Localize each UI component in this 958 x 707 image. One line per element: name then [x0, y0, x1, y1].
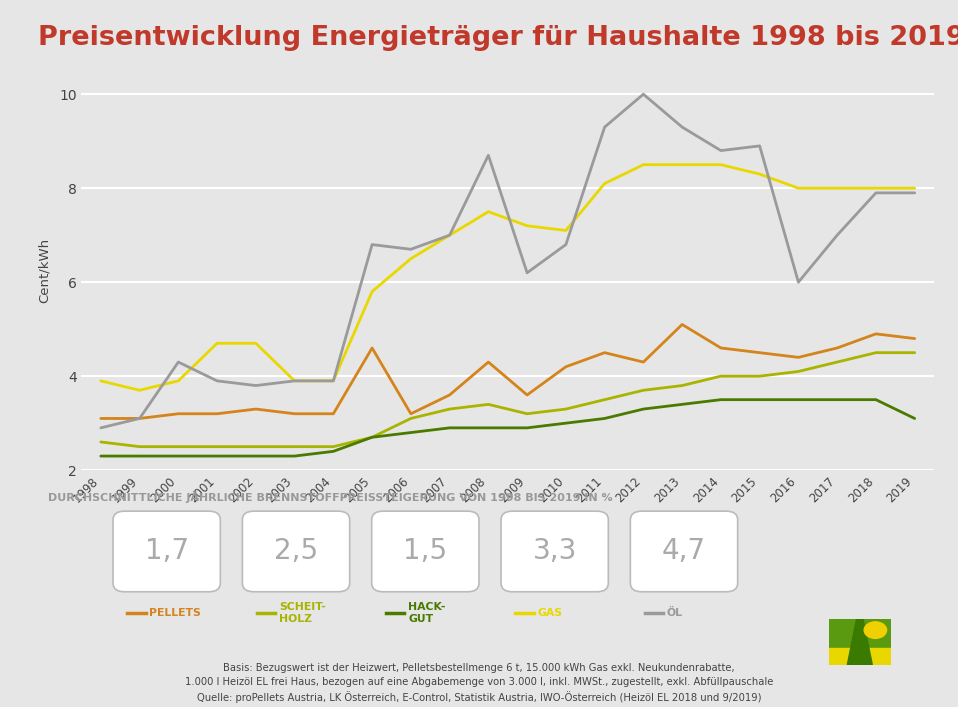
Bar [829, 648, 891, 665]
Text: 1,7: 1,7 [145, 537, 189, 566]
Text: DURCHSCHNITTLICHE JÄHRLICHE BRENNSTOFFPREISSTEIGERUNG VON 1998 BIS 2019 IN %: DURCHSCHNITTLICHE JÄHRLICHE BRENNSTOFFPR… [48, 491, 612, 503]
Text: 2,5: 2,5 [274, 537, 318, 566]
Text: HACK-
GUT: HACK- GUT [408, 602, 445, 624]
Text: ÖL: ÖL [667, 608, 683, 618]
Y-axis label: Cent/kWh: Cent/kWh [37, 238, 51, 303]
Text: 3,3: 3,3 [533, 537, 577, 566]
Text: Preisentwicklung Energieträger für Haushalte 1998 bis 2019: Preisentwicklung Energieträger für Haush… [38, 25, 958, 51]
Text: SCHEIT-
HOLZ: SCHEIT- HOLZ [279, 602, 326, 624]
Text: 1,5: 1,5 [403, 537, 447, 566]
Circle shape [864, 622, 886, 638]
Text: GAS: GAS [537, 608, 562, 618]
Text: Basis: Bezugswert ist der Heizwert, Pelletsbestellmenge 6 t, 15.000 kWh Gas exkl: Basis: Bezugswert ist der Heizwert, Pell… [185, 662, 773, 703]
Text: 4,7: 4,7 [662, 537, 706, 566]
Polygon shape [847, 619, 872, 665]
Text: PELLETS: PELLETS [149, 608, 201, 618]
